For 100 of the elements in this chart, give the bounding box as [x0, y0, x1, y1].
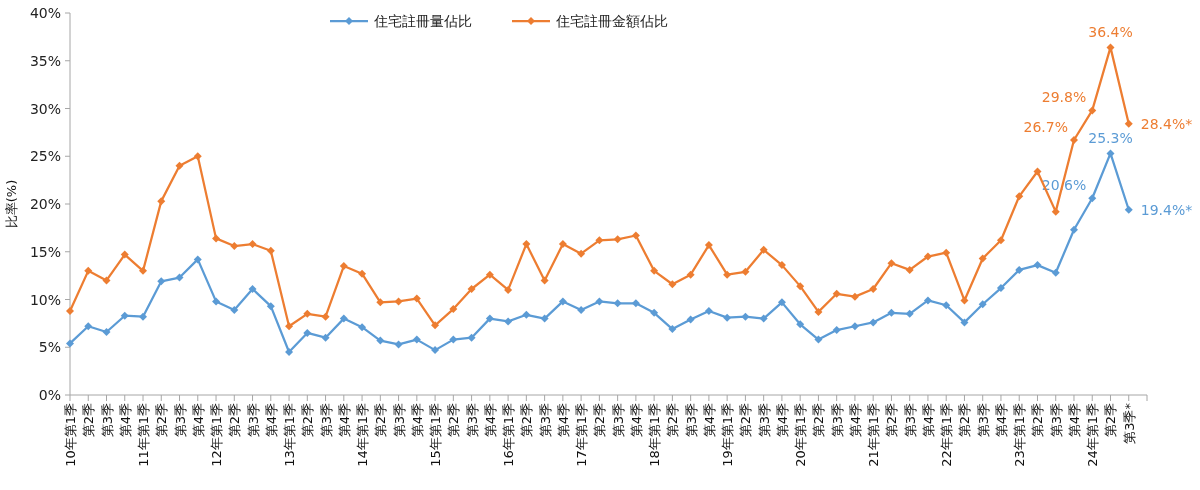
point [1051, 207, 1060, 216]
point [1015, 192, 1024, 201]
point [339, 262, 348, 271]
point [704, 241, 713, 250]
x-tick-label: 16年第1季 [501, 403, 517, 467]
point [704, 306, 713, 315]
point [650, 266, 659, 275]
x-tick-label: 15年第1季 [428, 403, 444, 467]
data-label: 28.4%* [1140, 115, 1193, 132]
data-label: 25.3% [1088, 130, 1133, 147]
point [905, 309, 914, 318]
y-tick-label: 20% [29, 196, 61, 212]
point [1033, 167, 1042, 176]
x-tick-label: 第2季 [1103, 403, 1119, 438]
x-tick-label: 第4季 [628, 403, 644, 438]
point [923, 252, 932, 261]
x-tick-label: 第3季 [610, 403, 626, 438]
point [248, 285, 257, 293]
point [212, 234, 221, 243]
point [376, 298, 385, 307]
data-label: 36.4% [1088, 24, 1133, 41]
point [266, 302, 275, 311]
x-tick-label: 第4季 [993, 403, 1009, 438]
point [595, 236, 604, 245]
point [193, 152, 202, 161]
point [66, 339, 74, 348]
point [723, 313, 732, 322]
x-tick-label: 第3季* [1121, 402, 1137, 444]
x-tick-label: 23年第1季 [1012, 403, 1028, 467]
point [978, 300, 987, 309]
point [212, 297, 221, 306]
x-tick-label: 第2季 [154, 403, 170, 438]
x-tick-label: 第4季 [263, 403, 279, 438]
x-tick-label: 第2季 [811, 403, 827, 438]
point [613, 235, 622, 244]
point [850, 292, 859, 301]
point [923, 296, 932, 305]
point [905, 265, 914, 274]
x-tick-label: 11年第1季 [136, 403, 152, 467]
x-tick-label: 第2季 [738, 403, 754, 438]
point [650, 308, 659, 317]
point [102, 327, 111, 336]
x-tick-label: 20年第1季 [793, 403, 809, 467]
point [814, 335, 823, 344]
point [522, 240, 531, 249]
point [869, 318, 878, 327]
y-axis-title: 比率(%) [4, 179, 19, 229]
point [504, 317, 513, 326]
point [303, 328, 312, 337]
y-tick-label: 30% [29, 100, 61, 117]
point [832, 289, 841, 298]
point [449, 335, 458, 344]
point [978, 254, 987, 263]
x-tick-label: 第2季 [884, 403, 900, 438]
point [887, 308, 896, 317]
point [686, 270, 695, 279]
point [376, 336, 385, 345]
x-tick-label: 第4季 [920, 403, 936, 438]
x-tick-label: 第4季 [336, 403, 352, 438]
point [394, 340, 403, 349]
point [230, 242, 239, 251]
point [1124, 205, 1133, 214]
x-tick-label: 第4季 [555, 403, 571, 438]
point [613, 299, 622, 308]
point [303, 309, 312, 318]
point [741, 312, 750, 321]
y-tick-label: 10% [29, 291, 61, 308]
point [887, 259, 896, 268]
point [266, 246, 275, 255]
legend-label: 住宅註冊金額佔比 [555, 13, 668, 29]
x-tick-label: 第3季 [683, 403, 699, 438]
point [577, 249, 586, 258]
point [412, 294, 421, 303]
point [394, 297, 403, 306]
point [1015, 265, 1024, 274]
point [960, 318, 969, 327]
x-tick-label: 第4季 [847, 403, 863, 438]
x-tick-label: 24年第1季 [1085, 403, 1101, 467]
point [668, 325, 677, 334]
point [412, 335, 421, 344]
x-tick-label: 第2季 [446, 403, 462, 438]
point [996, 284, 1005, 293]
x-tick-label: 第4季 [774, 403, 790, 438]
x-tick-label: 第3季 [829, 403, 845, 438]
point [285, 348, 294, 357]
x-tick-label: 第3季 [756, 403, 772, 438]
point [175, 273, 184, 282]
x-tick-label: 第2季 [227, 403, 243, 438]
point [66, 306, 74, 315]
point [339, 314, 348, 323]
point [631, 299, 640, 308]
y-tick-label: 5% [38, 339, 61, 356]
y-tick-label: 25% [29, 148, 61, 165]
legend-label: 住宅註冊量佔比 [373, 13, 472, 29]
x-tick-label: 第3季 [99, 403, 115, 438]
x-tick-label: 第4季 [117, 403, 133, 438]
point [248, 240, 257, 249]
point [485, 270, 494, 279]
point [741, 267, 750, 276]
x-tick-label: 第3季 [245, 403, 261, 438]
